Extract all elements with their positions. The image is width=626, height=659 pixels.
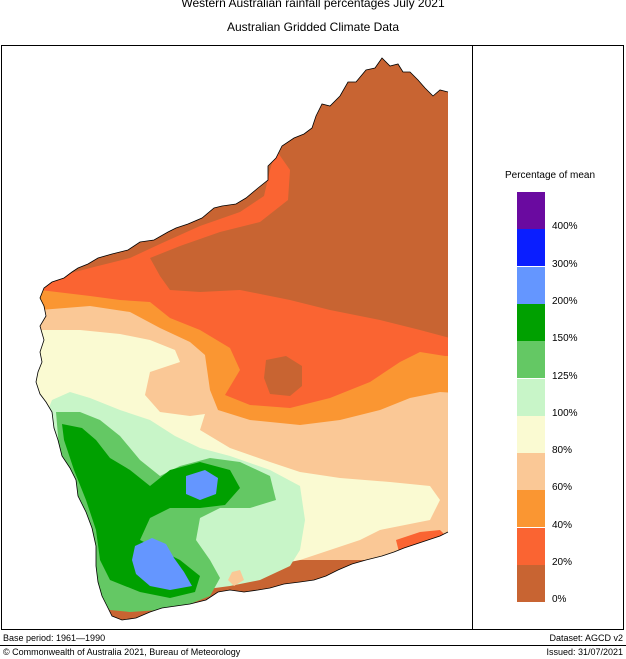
legend-swatch	[517, 565, 545, 602]
base-period: Base period: 1961—1990	[3, 633, 106, 643]
legend-swatch	[517, 490, 545, 528]
legend-tick-label: 300%	[552, 258, 578, 270]
legend-tick-label: 125%	[552, 370, 578, 382]
legend-swatch	[517, 378, 545, 416]
legend-tick-label: 100%	[552, 407, 578, 419]
legend-tick-label: 200%	[552, 295, 578, 307]
copyright: © Commonwealth of Australia 2021, Bureau…	[3, 647, 241, 657]
panel-divider	[472, 45, 473, 630]
map-subtitle: Australian Gridded Climate Data	[226, 20, 400, 34]
footer-rule	[0, 645, 626, 646]
legend-swatch	[517, 266, 545, 304]
map-title: Western Australian rainfall percentages …	[181, 0, 445, 10]
dataset-label: Dataset: AGCD v2	[549, 633, 623, 643]
legend-swatch	[517, 229, 545, 267]
legend-tick-label: 0%	[552, 594, 567, 606]
legend-swatch	[517, 415, 545, 453]
legend-tick-label: 20%	[552, 557, 573, 568]
legend-tick-label: 150%	[552, 333, 578, 345]
legend-tick-label: 60%	[552, 482, 573, 494]
legend-title: Percentage of mean	[504, 170, 596, 181]
legend-swatch	[517, 527, 545, 565]
legend-tick-label: 80%	[552, 445, 573, 457]
rainfall-map	[35, 57, 449, 621]
legend-tick-label: 400%	[552, 221, 578, 233]
legend-swatch	[517, 341, 545, 379]
legend-swatch	[517, 192, 545, 229]
legend-tick-label: 40%	[552, 519, 573, 531]
issued-date: Issued: 31/07/2021	[546, 647, 623, 657]
legend-swatch	[517, 453, 545, 491]
map-frame	[1, 45, 624, 630]
legend-swatch	[517, 303, 545, 341]
